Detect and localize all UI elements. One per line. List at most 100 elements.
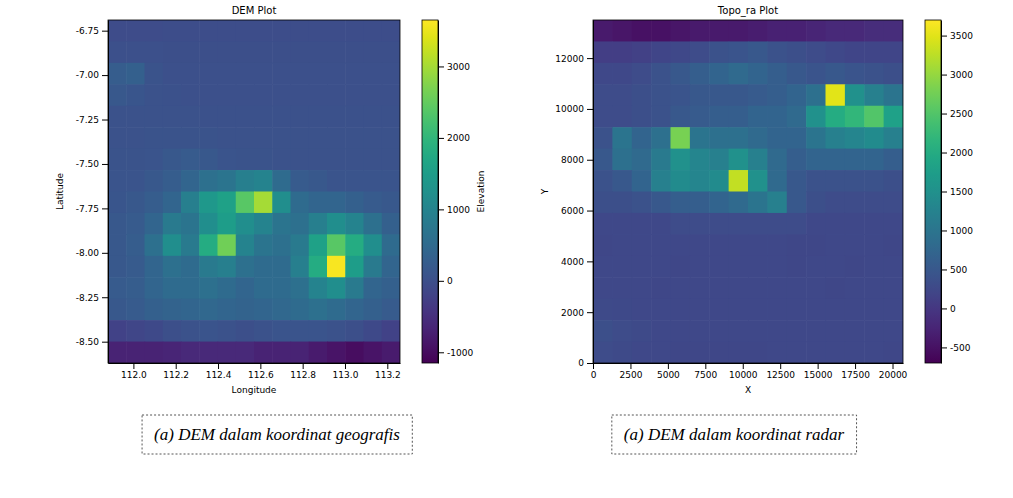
tick-mark [941, 347, 947, 348]
cell [126, 299, 145, 321]
tick-label: 112.4 [206, 370, 232, 380]
cell [254, 277, 273, 299]
caption: (a) DEM dalam koordinat radar [624, 425, 845, 444]
tick-label: 5000 [657, 370, 680, 380]
cell [364, 234, 383, 256]
cell [748, 149, 768, 171]
plot-area [108, 20, 400, 363]
tick: 5000 [657, 363, 680, 380]
cell [864, 277, 884, 299]
cell [593, 234, 613, 256]
cell [108, 84, 127, 106]
cell [845, 41, 865, 63]
cell [632, 20, 652, 42]
colorbar-axis: -5000500100015002000250030003500 [941, 21, 973, 364]
tick: 112.6 [248, 363, 274, 380]
tick-label: 7500 [694, 370, 717, 380]
cell [163, 127, 182, 149]
cell [729, 299, 749, 321]
cell [199, 149, 218, 171]
tick: 20000 [879, 363, 908, 380]
cell [309, 149, 328, 171]
tick: 1000 [941, 226, 973, 236]
cell [748, 192, 768, 214]
tick-mark [941, 153, 947, 154]
cell [126, 277, 145, 299]
cell [690, 256, 710, 278]
cell [632, 192, 652, 214]
axis-line [593, 21, 594, 364]
cell [382, 63, 400, 85]
cell [199, 41, 218, 63]
cell [671, 342, 691, 363]
plot-frame [108, 20, 400, 363]
tick: 0 [438, 276, 453, 286]
cell [593, 106, 613, 128]
tick-mark [587, 363, 593, 364]
cell [767, 234, 787, 256]
cell [145, 20, 164, 42]
tick-label: -8.25 [76, 293, 99, 303]
cell [864, 170, 884, 192]
cell [709, 234, 729, 256]
cell [729, 192, 749, 214]
cell [748, 277, 768, 299]
cell [327, 149, 346, 171]
cell [163, 234, 182, 256]
cell [254, 63, 273, 85]
tick: 112.8 [290, 363, 316, 380]
cell [145, 342, 164, 363]
cell [364, 63, 383, 85]
tick: 2000 [941, 148, 973, 158]
cell [767, 299, 787, 321]
cell [236, 342, 255, 363]
cell [126, 84, 145, 106]
tick: 500 [941, 265, 967, 275]
cell [364, 170, 383, 192]
cell [748, 256, 768, 278]
tick-label: 10000 [729, 370, 758, 380]
cell [787, 63, 807, 85]
cell [272, 192, 291, 214]
axis-line [438, 21, 439, 364]
tick-label: -500 [950, 343, 971, 353]
tick: 0 [578, 358, 593, 368]
cell [593, 213, 613, 235]
cell [612, 299, 632, 321]
cell [163, 106, 182, 128]
cell [218, 127, 237, 149]
tick-mark [438, 209, 444, 210]
cell [218, 342, 237, 363]
cell [309, 342, 328, 363]
cell [382, 256, 400, 278]
cell [690, 41, 710, 63]
cell [612, 320, 632, 342]
cell [709, 256, 729, 278]
cell [364, 127, 383, 149]
cell [826, 127, 846, 149]
cell [709, 192, 729, 214]
colorbar-axis: -10000100020003000 [438, 21, 473, 364]
cell [845, 106, 865, 128]
cell [845, 192, 865, 214]
cell [884, 127, 903, 149]
tick: 3000 [438, 62, 470, 72]
cell [748, 170, 768, 192]
tick-label: 2000 [447, 133, 470, 143]
cell [787, 234, 807, 256]
cell [632, 106, 652, 128]
tick-label: -8.00 [76, 248, 100, 258]
cell [345, 320, 364, 342]
cell [163, 170, 182, 192]
tick: 0 [941, 304, 956, 314]
cell [884, 234, 903, 256]
cell [199, 106, 218, 128]
cell [163, 342, 182, 363]
cell [806, 320, 826, 342]
cell [364, 299, 383, 321]
cell [671, 320, 691, 342]
cell [199, 20, 218, 42]
cell [272, 213, 291, 235]
cell [709, 41, 729, 63]
cell [593, 63, 613, 85]
